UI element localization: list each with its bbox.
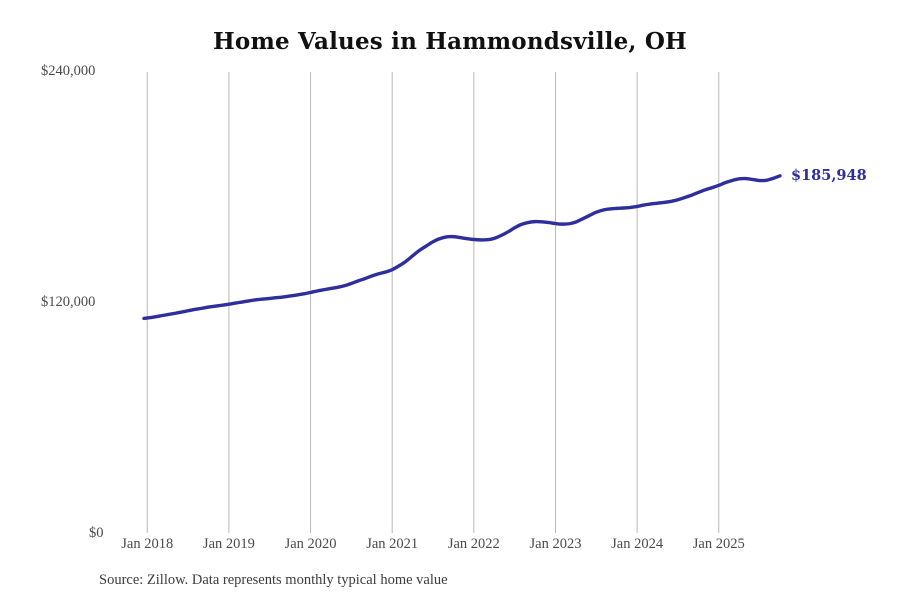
end-value-label: $185,948 [791,166,867,184]
source-note: Source: Zillow. Data represents monthly … [99,572,448,588]
x-axis-tick-jan-2022: Jan 2022 [447,536,500,552]
x-axis-tick-jan-2023: Jan 2023 [529,536,582,552]
x-axis-tick-jan-2019: Jan 2019 [202,536,255,552]
home-value-line [142,174,782,321]
chart-title: Home Values in Hammondsville, OH [213,28,687,55]
y-axis-tick-top: $240,000 [41,63,96,79]
y-axis-tick-mid: $120,000 [41,294,96,310]
x-axis-tick-jan-2018: Jan 2018 [121,536,174,552]
x-axis-tick-jan-2025: Jan 2025 [692,536,745,552]
x-axis-tick-jan-2020: Jan 2020 [284,536,337,552]
data-line-group [142,174,782,321]
y-axis-tick-zero: $0 [89,525,104,541]
x-axis-tick-jan-2021: Jan 2021 [366,536,419,552]
x-axis-tick-jan-2024: Jan 2024 [611,536,664,552]
gridlines-vertical [146,72,720,533]
